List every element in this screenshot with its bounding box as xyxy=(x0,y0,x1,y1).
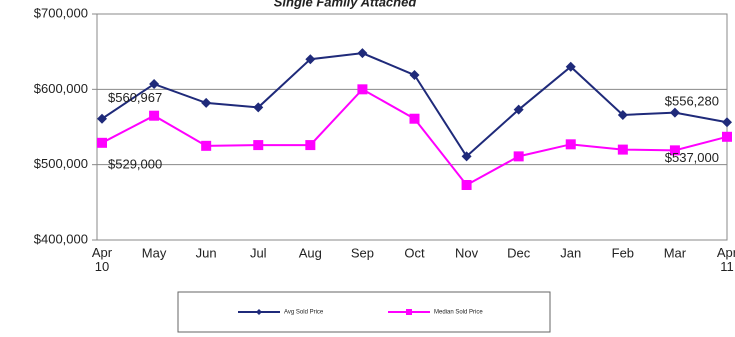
x-tick-label-line: 11 xyxy=(720,259,734,274)
marker xyxy=(149,79,160,90)
legend-marker xyxy=(406,309,412,315)
x-tick-label: Sep xyxy=(351,245,374,260)
x-tick-label: Apr 10 xyxy=(92,245,113,274)
x-tick-label: May xyxy=(142,245,167,260)
marker xyxy=(669,107,680,118)
marker xyxy=(513,151,524,162)
y-tick-label: $500,000 xyxy=(34,156,88,171)
marker xyxy=(617,144,628,155)
x-tick-label-line: Apr xyxy=(717,245,735,260)
marker xyxy=(565,139,576,150)
x-tick-label-line: Apr xyxy=(92,245,113,260)
marker xyxy=(461,151,472,162)
marker xyxy=(409,113,420,124)
legend xyxy=(177,291,551,333)
x-tick-label: Aug xyxy=(299,245,322,260)
legend-label: Avg Sold Price xyxy=(284,310,324,316)
marker xyxy=(253,140,264,151)
x-tick-label: Dec xyxy=(507,245,531,260)
marker xyxy=(305,54,316,65)
marker xyxy=(461,180,472,191)
y-tick-label: $700,000 xyxy=(34,5,88,20)
x-tick-label: Oct xyxy=(404,245,425,260)
x-tick-label: Jun xyxy=(196,245,217,260)
marker xyxy=(357,48,368,59)
marker xyxy=(565,61,576,72)
legend-label: Median Sold Price xyxy=(434,310,483,316)
x-tick-label: Feb xyxy=(612,245,634,260)
marker xyxy=(617,109,628,120)
y-tick-label: $400,000 xyxy=(34,231,88,246)
data-label: $529,000 xyxy=(108,156,162,171)
marker xyxy=(305,140,316,151)
marker xyxy=(149,110,160,121)
x-tick-label: Jan xyxy=(560,245,581,260)
plot-area xyxy=(96,13,728,241)
marker xyxy=(722,117,732,128)
marker xyxy=(669,145,680,156)
x-tick-label: Apr 11 xyxy=(717,245,735,274)
x-tick-label: Nov xyxy=(455,245,479,260)
y-tick-label: $600,000 xyxy=(34,81,88,96)
marker xyxy=(97,137,107,148)
data-label: $560,967 xyxy=(108,90,162,105)
marker xyxy=(409,70,420,81)
marker xyxy=(357,84,368,95)
data-label: $556,280 xyxy=(665,94,719,109)
marker xyxy=(253,102,264,113)
x-tick-label-line: 10 xyxy=(95,259,109,274)
legend-marker xyxy=(256,309,262,315)
marker xyxy=(201,97,212,108)
series-line xyxy=(101,88,728,187)
x-tick-label: Jul xyxy=(250,245,267,260)
marker xyxy=(201,140,212,151)
marker xyxy=(513,104,524,115)
chart-title: Single Family Attached xyxy=(274,0,418,9)
marker xyxy=(722,131,732,142)
marker xyxy=(97,113,107,124)
x-tick-label: Mar xyxy=(664,245,687,260)
data-label: $537,000 xyxy=(665,150,719,165)
